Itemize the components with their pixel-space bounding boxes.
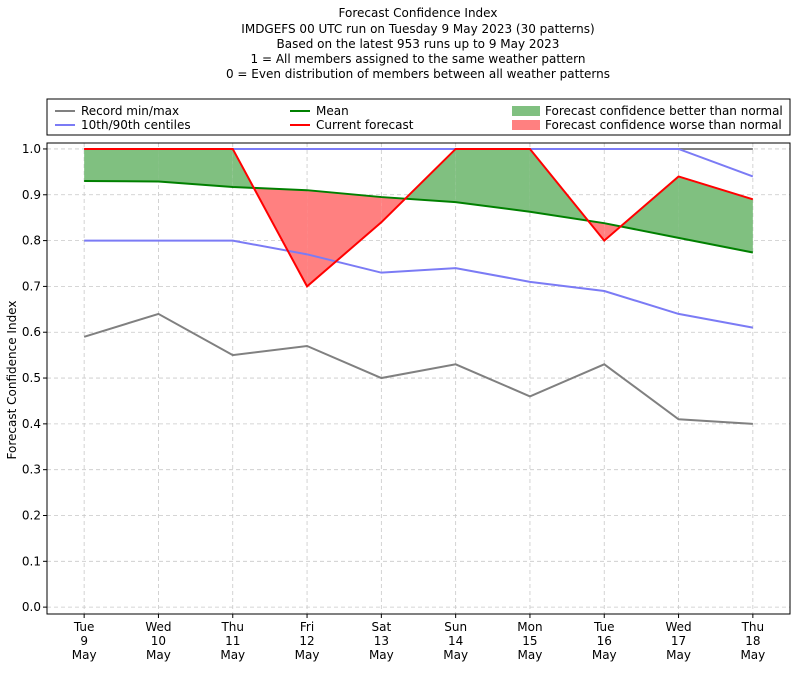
plot-frame [46, 142, 791, 615]
x-tick-label: 12 [299, 634, 314, 648]
x-tick-label: Fri [300, 620, 314, 634]
x-tick-label: 17 [671, 634, 686, 648]
x-tick-label: Tue [593, 620, 615, 634]
x-tick-label: 15 [522, 634, 537, 648]
line [83, 312, 753, 425]
y-tick-label: 1.0 [22, 142, 41, 156]
y-tick-label: 0.9 [22, 188, 41, 202]
x-tick-label: May [72, 648, 97, 662]
legend-label: 10th/90th centiles [81, 118, 191, 132]
y-tick-label: 0.3 [22, 463, 41, 477]
x-tick-label: 11 [225, 634, 240, 648]
x-tick-label: Wed [145, 620, 171, 634]
legend-label: Record min/max [81, 104, 179, 118]
x-tick-label: 13 [374, 634, 389, 648]
chart-subtitle: IMDGEFS 00 UTC run on Tuesday 9 May 2023… [241, 22, 594, 36]
fill-better [620, 176, 679, 238]
x-tick-label: May [518, 648, 543, 662]
x-tick-label: May [740, 648, 765, 662]
chart-subtitle: 0 = Even distribution of members between… [226, 67, 610, 81]
chart-title: Forecast Confidence Index [339, 6, 498, 20]
chart-subtitle: 1 = All members assigned to the same wea… [251, 52, 586, 66]
x-tick-label: 18 [745, 634, 760, 648]
x-tick-label: Wed [665, 620, 691, 634]
y-tick-label: 0.4 [22, 417, 41, 431]
fill-better [678, 176, 753, 253]
line [84, 239, 754, 329]
x-tick-label: 16 [597, 634, 612, 648]
legend-box [46, 98, 791, 136]
x-tick-label: May [666, 648, 691, 662]
x-tick-label: Thu [741, 620, 765, 634]
fill-better [455, 148, 530, 212]
line [84, 180, 754, 254]
x-tick-label: Mon [517, 620, 542, 634]
y-tick-label: 0.7 [22, 279, 41, 293]
x-tick-label: May [443, 648, 468, 662]
y-tick-label: 0.5 [22, 371, 41, 385]
x-tick-label: Sun [444, 620, 467, 634]
legend-label: Mean [316, 104, 349, 118]
y-tick-label: 0.8 [22, 234, 41, 248]
x-tick-label: Sat [372, 620, 392, 634]
x-tick-label: May [295, 648, 320, 662]
fill-better [84, 148, 159, 182]
x-tick-label: May [220, 648, 245, 662]
legend-label: Forecast confidence better than normal [545, 104, 783, 118]
chart-subtitle: Based on the latest 953 runs up to 9 May… [277, 37, 560, 51]
fill-worse [253, 187, 308, 287]
fills [84, 148, 753, 287]
legend-label: Current forecast [316, 118, 414, 132]
x-tick-label: 10 [151, 634, 166, 648]
legend-label: Forecast confidence worse than normal [545, 118, 782, 132]
x-tick-label: May [592, 648, 617, 662]
x-tick-label: May [369, 648, 394, 662]
lines [83, 147, 754, 425]
fill-worse [307, 190, 382, 287]
y-tick-label: 0.1 [22, 554, 41, 568]
x-tick-label: 14 [448, 634, 463, 648]
y-axis-label: Forecast Confidence Index [5, 301, 19, 460]
x-tick-label: Tue [73, 620, 95, 634]
legend-swatch [512, 120, 540, 130]
fill-better [158, 148, 233, 187]
y-tick-label: 0.2 [22, 508, 41, 522]
x-tick-label: May [146, 648, 171, 662]
line [84, 147, 754, 288]
x-tick-label: Thu [220, 620, 244, 634]
x-tick-label: 9 [80, 634, 88, 648]
y-tick-label: 0.0 [22, 600, 41, 614]
y-tick-label: 0.6 [22, 325, 41, 339]
legend-swatch [512, 106, 540, 116]
